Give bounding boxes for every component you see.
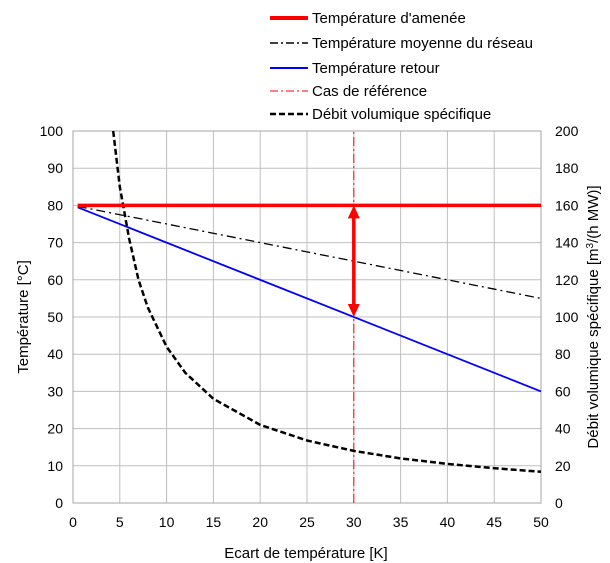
grid	[72, 130, 542, 504]
y-right-tick-label: 20	[555, 458, 571, 474]
legend: Température d'amenée Température moyenne…	[270, 10, 533, 123]
x-tick-label: 30	[346, 514, 362, 530]
x-tick-label: 0	[69, 514, 77, 530]
series-line-2	[77, 206, 542, 393]
y-right-title-part1: Débit volumique spécifique [m	[585, 248, 602, 448]
y-left-tick-label: 70	[47, 235, 63, 251]
y-right-tick-label: 40	[555, 421, 571, 437]
x-axis-title: Ecart de température [K]	[224, 545, 387, 562]
y-right-tick-label: 80	[555, 346, 571, 362]
legend-label-amenee: Température d'amenée	[312, 10, 466, 27]
x-tick-label: 20	[252, 514, 268, 530]
series-layer	[77, 130, 542, 503]
y-left-tick-label: 90	[47, 160, 63, 176]
y-left-axis-title: Température [°C]	[15, 260, 32, 374]
series-line-1	[77, 205, 542, 300]
y-right-axis-title: Débit volumique spécifique [m3/(h MW)]	[585, 185, 603, 448]
x-tick-label: 40	[440, 514, 456, 530]
x-tick-label: 45	[486, 514, 502, 530]
y-right-title-sup: 3	[585, 242, 596, 248]
y-right-tick-label: 120	[555, 272, 579, 288]
annotation-layer	[347, 205, 360, 317]
y-right-tick-label: 140	[555, 235, 579, 251]
y-left-tick-label: 40	[47, 346, 63, 362]
tick-labels: 0 5 10 15 20 25 30 35 40 45 50 0 10 20 30 40 50 60 70 80 90 1…	[40, 123, 579, 530]
y-left-tick-label: 100	[40, 123, 64, 139]
y-right-tick-label: 200	[555, 123, 579, 139]
x-tick-label: 50	[533, 514, 549, 530]
y-right-tick-label: 0	[555, 495, 563, 511]
plot-area	[72, 130, 542, 504]
y-left-tick-label: 60	[47, 272, 63, 288]
y-left-tick-label: 50	[47, 309, 63, 325]
annotation-arrow-head-down	[347, 304, 360, 317]
y-left-tick-label: 80	[47, 197, 63, 213]
x-tick-label: 15	[206, 514, 222, 530]
x-tick-label: 5	[116, 514, 124, 530]
y-left-tick-label: 10	[47, 458, 63, 474]
y-left-tick-label: 0	[55, 495, 63, 511]
legend-label-debit: Débit volumique spécifique	[312, 106, 491, 123]
y-right-tick-label: 60	[555, 383, 571, 399]
legend-label-reference: Cas de référence	[312, 83, 427, 100]
y-left-tick-label: 20	[47, 421, 63, 437]
x-tick-label: 35	[393, 514, 409, 530]
y-right-tick-label: 100	[555, 309, 579, 325]
legend-label-retour: Température retour	[312, 60, 440, 77]
y-right-title-part2: /(h MW)]	[585, 185, 602, 243]
legend-label-moyenne: Température moyenne du réseau	[312, 35, 533, 52]
x-tick-label: 25	[299, 514, 315, 530]
y-left-tick-label: 30	[47, 383, 63, 399]
series-line-4	[111, 130, 542, 474]
y-right-tick-label: 180	[555, 160, 579, 176]
annotation-arrow-head-up	[347, 205, 360, 219]
y-right-tick-label: 160	[555, 197, 579, 213]
x-tick-label: 10	[159, 514, 175, 530]
